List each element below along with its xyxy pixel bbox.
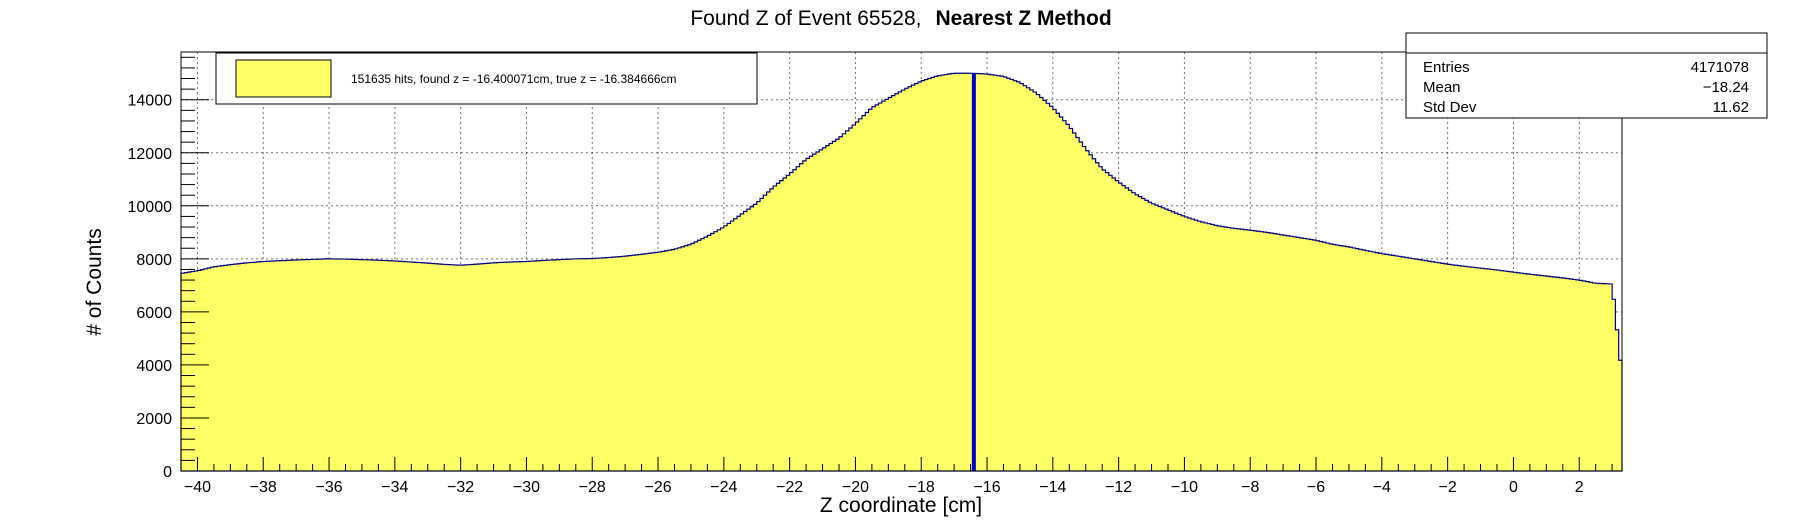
x-tick-label: −16: [973, 479, 1000, 496]
x-tick-label: 2: [1575, 479, 1584, 496]
y-tick-label: 8000: [136, 252, 172, 269]
stats-entries-value: 4171078: [1691, 59, 1749, 76]
plot-border: [180, 51, 1623, 472]
x-tick-label: −22: [776, 479, 803, 496]
y-tick-label: 14000: [128, 93, 173, 110]
x-tick-label: −24: [710, 479, 737, 496]
x-axis-label: Z coordinate [cm]: [820, 494, 982, 517]
y-tick-label: 4000: [136, 358, 172, 375]
x-tick-label: −14: [1039, 479, 1066, 496]
legend: 151635 hits, found z = -16.400071cm, tru…: [215, 52, 758, 105]
x-tick-label: −10: [1171, 479, 1198, 496]
x-tick-label: −8: [1241, 479, 1259, 496]
stats-stddev-label: Std Dev: [1423, 99, 1477, 116]
stats-entries-label: Entries: [1423, 59, 1470, 76]
stats-mean-label: Mean: [1423, 79, 1461, 96]
y-tick-labels: 0 2000 4000 6000 8000 10000 12000 14000: [128, 93, 173, 481]
x-tick-label: −2: [1439, 479, 1457, 496]
x-tick-label: −30: [513, 479, 540, 496]
stats-stddev-value: 11.62: [1713, 99, 1749, 116]
x-tick-label: −12: [1105, 479, 1132, 496]
y-tick-label: 2000: [136, 411, 172, 428]
x-tick-label: −36: [315, 479, 342, 496]
x-tick-label: −26: [644, 479, 671, 496]
y-tick-label: 6000: [136, 305, 172, 322]
x-tick-label: −28: [579, 479, 606, 496]
x-tick-label: 0: [1509, 479, 1518, 496]
histogram-bars: [180, 72, 1623, 472]
y-tick-label: 0: [163, 464, 172, 481]
x-tick-label: −38: [250, 479, 277, 496]
x-tick-label: −6: [1307, 479, 1325, 496]
x-tick-label: −32: [447, 479, 474, 496]
legend-swatch: [235, 59, 332, 98]
y-tick-label: 12000: [128, 146, 173, 163]
x-tick-label: −40: [184, 479, 211, 496]
x-tick-label: −20: [842, 479, 869, 496]
histogram-area: [180, 72, 1623, 472]
x-tick-label: −34: [381, 479, 408, 496]
x-tick-label: −18: [908, 479, 935, 496]
y-axis-label: # of Counts: [83, 228, 106, 335]
x-tick-label: −4: [1373, 479, 1391, 496]
y-tick-label: 10000: [128, 199, 173, 216]
x-tick-labels: −40 −38 −36 −34 −32 −30 −28 −26 −24 −22 −20 −18 −16−…: [184, 479, 1584, 496]
legend-label: 151635 hits, found z = -16.400071cm, tru…: [351, 72, 677, 86]
chart-title: Found Z of Event 65528,: [690, 7, 921, 30]
stats-frame: [1405, 32, 1768, 119]
stats-mean-value: −18.24: [1703, 79, 1749, 96]
stats-box: Entries 4171078 Mean −18.24 Std Dev 11.6…: [1405, 32, 1768, 119]
chart-title-method: Nearest Z Method: [935, 7, 1111, 30]
